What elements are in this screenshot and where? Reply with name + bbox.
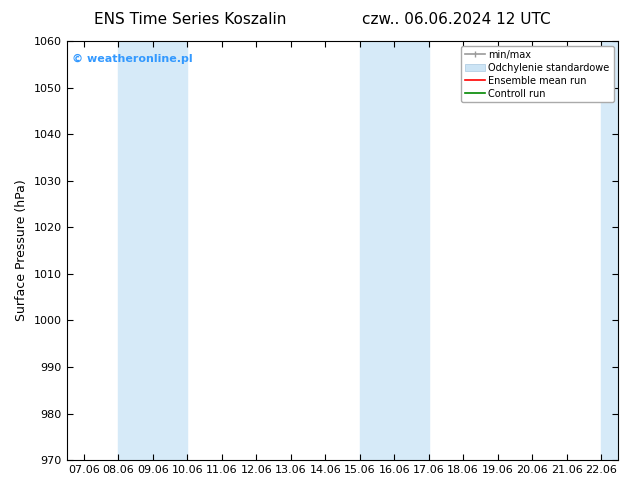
Text: © weatheronline.pl: © weatheronline.pl — [72, 53, 193, 64]
Bar — [601, 41, 618, 460]
Y-axis label: Surface Pressure (hPa): Surface Pressure (hPa) — [15, 180, 28, 321]
Text: ENS Time Series Koszalin: ENS Time Series Koszalin — [94, 12, 287, 27]
Bar — [359, 41, 429, 460]
Bar — [119, 41, 187, 460]
Text: czw.. 06.06.2024 12 UTC: czw.. 06.06.2024 12 UTC — [362, 12, 551, 27]
Legend: min/max, Odchylenie standardowe, Ensemble mean run, Controll run: min/max, Odchylenie standardowe, Ensembl… — [461, 46, 614, 102]
